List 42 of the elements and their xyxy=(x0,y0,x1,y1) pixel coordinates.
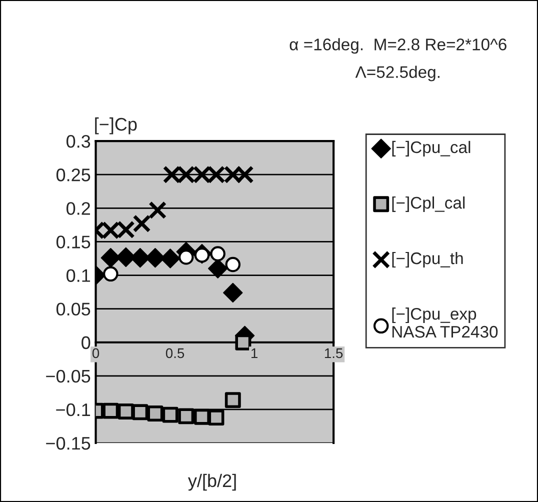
y-tick-label: 0.25 xyxy=(56,168,90,182)
x-tick-label: 0 xyxy=(92,348,100,358)
y-tick-label: −0.15 xyxy=(46,436,90,450)
legend-label: [−]Cpu_th xyxy=(392,252,463,268)
x-tick-label: 0.5 xyxy=(166,348,184,358)
point xyxy=(100,248,121,268)
legend-label: [−]Cpu_cal xyxy=(392,140,470,156)
y-tick-label: −0.1 xyxy=(56,403,90,416)
point xyxy=(178,250,194,265)
point xyxy=(147,406,164,422)
point xyxy=(225,256,241,272)
point xyxy=(132,404,148,420)
point xyxy=(102,402,119,419)
y-tick-label: 0 xyxy=(82,336,90,350)
y-tick-label: 0.05 xyxy=(56,302,90,316)
point xyxy=(178,408,194,424)
point xyxy=(118,404,134,420)
x-tick-label: 1.5 xyxy=(324,348,343,358)
text: Λ=52.5deg. xyxy=(355,66,440,82)
point xyxy=(223,282,243,303)
y-axis-title: [−]Cp xyxy=(95,117,137,134)
point xyxy=(208,410,224,426)
point xyxy=(103,266,118,282)
point xyxy=(224,392,241,408)
point xyxy=(235,334,252,350)
x-axis-title: y/[b/2] xyxy=(188,474,236,491)
y-tick-label: −0.05 xyxy=(46,370,90,383)
y-tick-label: 0.2 xyxy=(66,202,90,215)
point xyxy=(148,201,167,220)
point xyxy=(160,248,180,268)
point xyxy=(194,408,210,425)
y-tick-label: 0.1 xyxy=(66,269,90,282)
y-tick-label: 0.3 xyxy=(66,134,90,148)
legend-label: [−]Cpu_exp NASA TP2430 xyxy=(392,308,498,338)
point xyxy=(132,214,151,233)
text: α =16deg. M=2.8 Re=2*10^6 xyxy=(290,38,506,54)
point xyxy=(208,258,228,278)
point xyxy=(210,246,226,262)
y-tick-label: 0.15 xyxy=(56,236,90,248)
x-tick-label: 1 xyxy=(251,348,258,358)
point xyxy=(162,406,178,423)
legend-label: [−]Cpl_cal xyxy=(392,196,465,212)
